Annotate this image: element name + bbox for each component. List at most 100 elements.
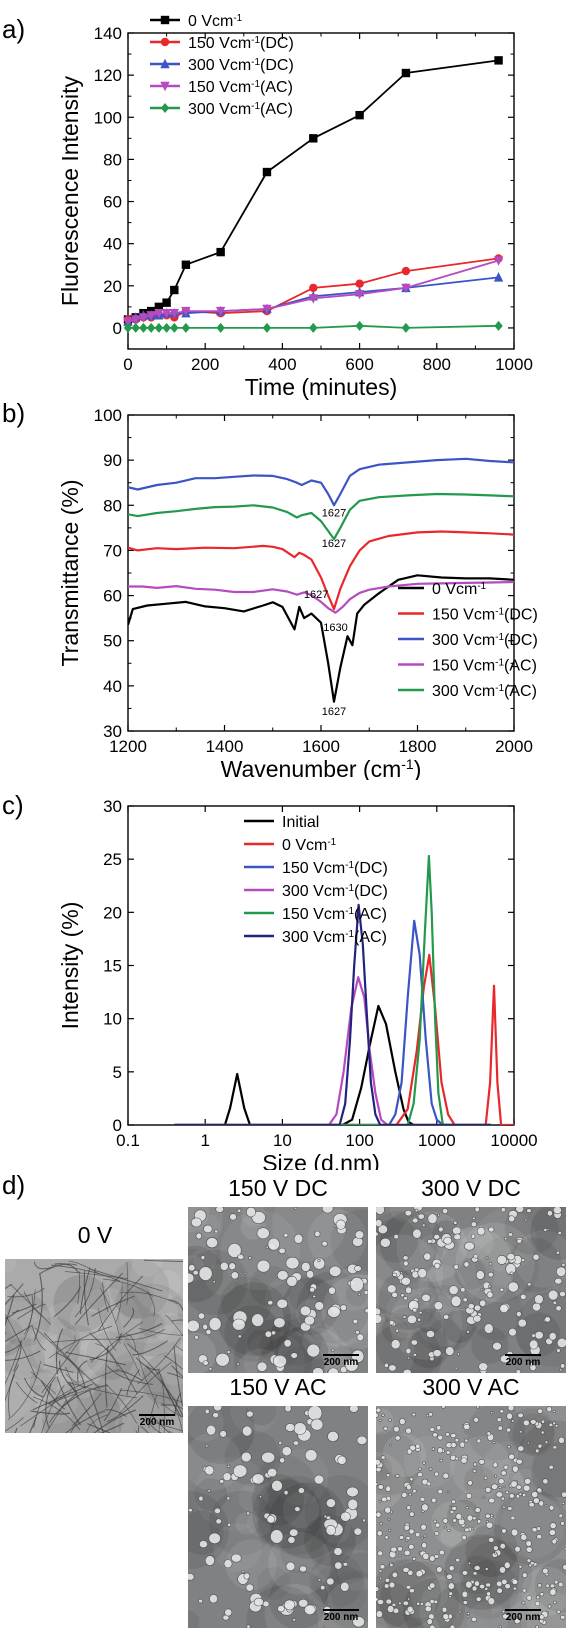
tem-particle bbox=[453, 1264, 459, 1270]
tem-particle bbox=[398, 1601, 402, 1605]
tem-particle bbox=[416, 1601, 421, 1606]
x-tick-label: 1200 bbox=[109, 737, 147, 756]
tem-shade bbox=[252, 1479, 322, 1549]
tem-particle bbox=[429, 1624, 436, 1628]
y-tick-label: 80 bbox=[103, 150, 122, 169]
tem-particle bbox=[386, 1284, 397, 1294]
tem-shade bbox=[130, 1259, 163, 1277]
tem-particle bbox=[376, 1511, 382, 1518]
tem-particle bbox=[536, 1487, 542, 1493]
tem-particle bbox=[498, 1478, 505, 1485]
tem-particle bbox=[511, 1579, 519, 1585]
tem-shade bbox=[471, 1326, 509, 1364]
legend-label: 150 Vcm-1(AC) bbox=[282, 906, 387, 924]
tem-particle bbox=[230, 1271, 239, 1280]
tem-shade bbox=[427, 1318, 463, 1355]
tem-particle bbox=[376, 1412, 379, 1418]
tem-particle bbox=[491, 1483, 499, 1490]
tem-fibril bbox=[143, 1259, 183, 1262]
tem-particle bbox=[327, 1306, 341, 1318]
tem-particle bbox=[542, 1567, 549, 1575]
tem-fibril bbox=[89, 1332, 123, 1361]
tem-particle bbox=[487, 1271, 494, 1278]
tem-fibril bbox=[87, 1423, 112, 1433]
tem-particle bbox=[437, 1213, 441, 1217]
tem-particle bbox=[409, 1511, 415, 1517]
x-tick-label: 1400 bbox=[206, 737, 244, 756]
x-tick-label: 1000 bbox=[495, 355, 533, 374]
tem-image-150dc bbox=[188, 1207, 368, 1373]
tem-particle bbox=[376, 1231, 379, 1237]
tem-particle bbox=[426, 1330, 435, 1338]
tem-fibril bbox=[106, 1365, 154, 1385]
tem-particle bbox=[377, 1599, 384, 1605]
tem-particle bbox=[240, 1451, 252, 1463]
tem-particle bbox=[300, 1261, 311, 1272]
tem-particle bbox=[531, 1333, 536, 1338]
data-point bbox=[170, 285, 179, 295]
tem-particle bbox=[559, 1368, 563, 1372]
tem-particle bbox=[442, 1613, 450, 1620]
tem-particle bbox=[531, 1490, 539, 1498]
tem-particle bbox=[417, 1317, 421, 1322]
series-line bbox=[128, 492, 514, 541]
legend-label: 300 Vcm-1(AC) bbox=[282, 929, 387, 947]
tem-shade bbox=[188, 1610, 200, 1628]
tem-fibril bbox=[5, 1283, 24, 1306]
tem-particle bbox=[188, 1508, 193, 1513]
tem-particle bbox=[507, 1232, 513, 1237]
tem-particle bbox=[349, 1406, 359, 1413]
tem-particle bbox=[381, 1413, 385, 1417]
tem-fibril bbox=[123, 1342, 141, 1377]
tem-particle bbox=[452, 1518, 457, 1523]
series-line bbox=[174, 919, 491, 1125]
tem-particle bbox=[476, 1226, 486, 1236]
tem-particle bbox=[325, 1524, 337, 1536]
tem-particle bbox=[431, 1497, 437, 1504]
tem-fibril bbox=[43, 1332, 101, 1390]
tem-particle bbox=[299, 1305, 311, 1317]
tem-particle bbox=[355, 1330, 360, 1335]
series-group bbox=[128, 59, 499, 321]
tem-particle bbox=[504, 1236, 508, 1241]
tem-particle bbox=[534, 1330, 544, 1340]
tem-particle bbox=[476, 1406, 480, 1409]
tem-particle bbox=[349, 1277, 364, 1293]
tem-particle bbox=[339, 1304, 348, 1311]
peak-annotation: 1630 bbox=[323, 622, 347, 634]
tem-particle bbox=[522, 1572, 528, 1578]
tem-particle bbox=[313, 1474, 325, 1485]
tem-shade bbox=[282, 1491, 320, 1529]
tem-particle bbox=[306, 1270, 315, 1279]
tem-particle bbox=[384, 1362, 389, 1368]
tem-particle bbox=[462, 1600, 468, 1605]
tem-fibril bbox=[48, 1389, 90, 1405]
tem-particle bbox=[283, 1490, 289, 1496]
tem-particle bbox=[232, 1464, 248, 1478]
x-axis-label: Size (d.nm) bbox=[262, 1150, 380, 1170]
tem-fibril bbox=[167, 1299, 183, 1313]
tem-particle bbox=[558, 1581, 564, 1588]
tem-shade bbox=[246, 1406, 277, 1426]
tem-particle bbox=[306, 1343, 321, 1358]
tem-particle bbox=[215, 1352, 230, 1367]
x-tick-label: 100 bbox=[345, 1131, 373, 1150]
tem-particle bbox=[473, 1565, 481, 1571]
tem-particle bbox=[276, 1270, 289, 1281]
tem-particle bbox=[226, 1496, 231, 1501]
tem-shade bbox=[396, 1211, 467, 1283]
tem-fibril bbox=[125, 1333, 137, 1353]
tem-particle bbox=[398, 1553, 402, 1557]
tem-particle bbox=[388, 1581, 396, 1589]
tem-particle bbox=[392, 1272, 397, 1277]
tem-particle bbox=[529, 1561, 535, 1566]
data-point bbox=[355, 320, 364, 331]
tem-fibril bbox=[171, 1319, 183, 1322]
tem-particle bbox=[536, 1526, 541, 1531]
tem-particle bbox=[471, 1527, 474, 1530]
data-point bbox=[123, 317, 133, 327]
tem-particle bbox=[434, 1522, 441, 1528]
tem-particle bbox=[390, 1339, 401, 1350]
tem-fibril bbox=[48, 1325, 113, 1359]
tem-fibril bbox=[5, 1314, 38, 1380]
